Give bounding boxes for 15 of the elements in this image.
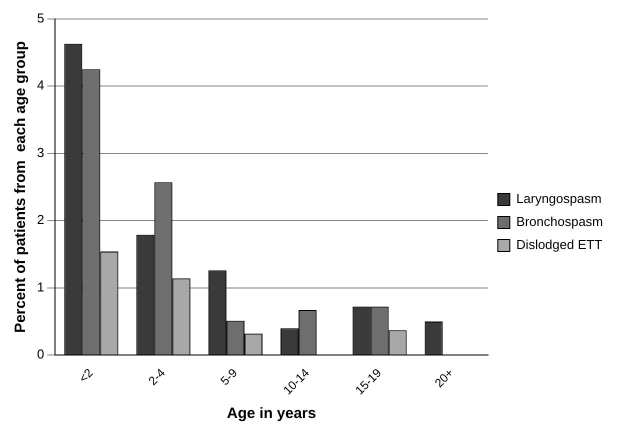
legend-label: Dislodged ETT xyxy=(516,237,602,252)
y-tick-label: 3 xyxy=(36,144,44,160)
y-tick-label: 2 xyxy=(36,212,44,228)
x-tick-label: <2 xyxy=(76,366,96,386)
x-axis-title: Age in years xyxy=(226,405,316,422)
y-tick-label: 4 xyxy=(36,78,44,93)
y-tick-label: 1 xyxy=(36,279,44,294)
y-axis-title: Percent of patients from each age group xyxy=(12,41,30,333)
x-tick-label: 20+ xyxy=(432,366,456,390)
y-tick-label: 5 xyxy=(36,10,44,26)
y-tick-label: 0 xyxy=(36,346,44,362)
legend-label: Laryngospasm xyxy=(516,191,602,206)
legend-label: Bronchospasm xyxy=(516,214,604,230)
x-tick-label: 5-9 xyxy=(218,366,240,388)
x-tick-label: 2-4 xyxy=(146,366,168,388)
